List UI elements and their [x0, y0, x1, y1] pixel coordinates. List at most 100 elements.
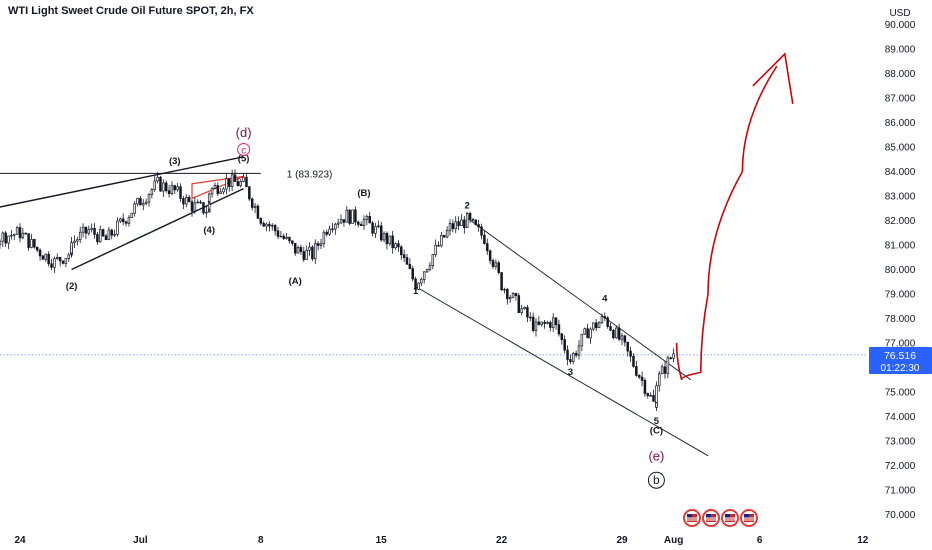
candle [190, 199, 194, 217]
candle-body [96, 234, 99, 243]
candle [248, 186, 251, 201]
candle-body [256, 205, 260, 219]
candle [359, 221, 363, 227]
candle [583, 327, 586, 335]
economic-event-badge[interactable] [702, 509, 720, 527]
flag-canton [744, 514, 749, 518]
candle-body [225, 178, 228, 190]
channel-line[interactable] [0, 156, 244, 216]
candle [328, 225, 331, 236]
candle [50, 259, 53, 271]
event-badges[interactable] [683, 509, 758, 527]
candle [339, 214, 343, 224]
candle [488, 249, 492, 265]
candle-body [13, 234, 16, 236]
candle-body [30, 238, 33, 248]
candle-body [468, 213, 472, 220]
candle [96, 232, 99, 245]
candle [511, 292, 515, 299]
candle-body [554, 317, 558, 326]
wave-label: (B) [357, 188, 370, 199]
price-tick-label: 77.000 [885, 339, 916, 350]
candle [271, 223, 274, 231]
candle-body [488, 250, 492, 261]
candle [457, 216, 460, 231]
candle [557, 319, 561, 337]
candle-body [47, 253, 50, 265]
candle-body [483, 234, 486, 244]
candle-body [649, 395, 652, 397]
candle-body [391, 235, 394, 249]
economic-event-badge[interactable] [740, 509, 758, 527]
time-axis[interactable]: 24 Jul 8 15 22 29 Aug 6 12 [0, 528, 932, 550]
candle [305, 245, 308, 260]
candle [351, 209, 354, 224]
candle-body [81, 226, 85, 233]
candle [649, 392, 652, 397]
candle [250, 197, 254, 211]
candle [73, 235, 76, 248]
candle [394, 242, 397, 250]
candle [199, 199, 202, 205]
candle [242, 173, 245, 183]
forecast-path[interactable] [675, 65, 778, 380]
candle [101, 228, 105, 238]
candle [18, 223, 22, 243]
candle [196, 199, 199, 204]
candle [170, 181, 174, 196]
candle [620, 332, 624, 346]
candle-body [580, 333, 584, 347]
candle [4, 230, 7, 247]
candle [600, 313, 604, 325]
candle [566, 345, 569, 366]
flag-canton [725, 514, 730, 518]
time-tick-label: Jul [133, 535, 148, 546]
candle [78, 226, 82, 244]
time-tick-label: 6 [757, 535, 763, 546]
candle [150, 188, 154, 199]
candle-body [84, 226, 88, 234]
candle [637, 374, 641, 380]
price-tick-label: 88.000 [885, 69, 916, 80]
candle-body [110, 229, 113, 236]
candle [276, 227, 280, 239]
candle [417, 282, 420, 291]
channel-line[interactable] [71, 188, 244, 271]
economic-event-badge[interactable] [683, 509, 701, 527]
plot-area[interactable]: 1 (83.923)(1)(2)(3)(4)(5)(A)(B)12345(C)(… [0, 52, 868, 489]
price-tick-label: 75.000 [885, 388, 916, 399]
wave-label: 2 [465, 200, 470, 211]
candle [311, 245, 314, 262]
candle [560, 332, 564, 345]
candle [546, 320, 549, 325]
candle [345, 206, 349, 223]
candle [420, 277, 423, 287]
candle [549, 320, 552, 332]
candle [428, 262, 432, 272]
candle [167, 185, 171, 198]
economic-event-badge[interactable] [721, 509, 739, 527]
candle-body [250, 198, 254, 208]
candle [658, 370, 661, 392]
candle-body [385, 232, 389, 245]
candle-body [144, 201, 148, 204]
candle [228, 178, 231, 192]
candle [7, 235, 10, 250]
candle [99, 225, 102, 243]
candle [574, 350, 578, 358]
price-axis[interactable]: USD 70.000 71.000 72.000 73.000 74.000 75.000… [868, 0, 932, 550]
candle-body [185, 196, 188, 205]
candle [517, 293, 521, 314]
wave-label: 4 [602, 293, 608, 304]
candle [173, 184, 177, 195]
candle-body [382, 232, 386, 241]
channel-line[interactable] [415, 286, 709, 457]
major-wave-label: (d) [236, 125, 252, 140]
time-tick-label: 22 [496, 535, 508, 546]
candle [139, 195, 142, 206]
candle [388, 235, 392, 246]
candle-body [351, 209, 354, 224]
candle-body [56, 256, 59, 259]
channel-line[interactable] [466, 217, 692, 381]
